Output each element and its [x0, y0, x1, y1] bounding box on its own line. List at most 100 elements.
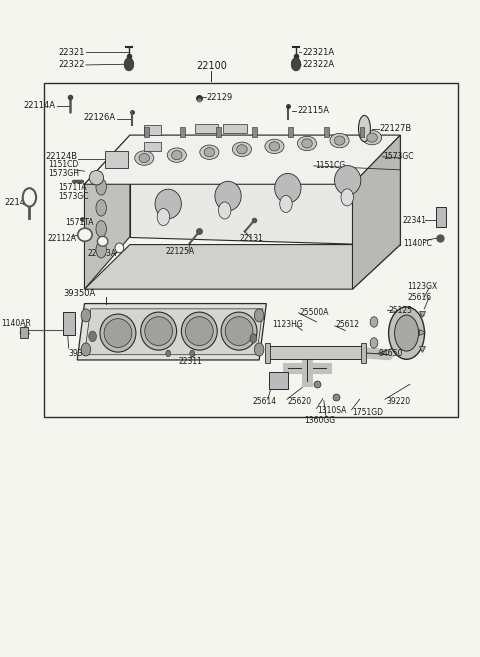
Circle shape: [157, 208, 169, 225]
Text: 1571TA: 1571TA: [58, 183, 86, 192]
Text: 1573GC: 1573GC: [58, 192, 89, 200]
Text: 1310SA: 1310SA: [318, 406, 347, 415]
Text: 25616: 25616: [408, 293, 432, 302]
Bar: [360, 127, 364, 137]
Ellipse shape: [145, 317, 172, 346]
Bar: [20, 327, 28, 338]
Bar: [63, 312, 75, 335]
Text: 22341: 22341: [403, 215, 427, 225]
Text: 22112A: 22112A: [48, 233, 77, 242]
Text: 25614: 25614: [253, 397, 277, 407]
Circle shape: [89, 331, 96, 342]
Polygon shape: [144, 142, 161, 152]
Bar: [216, 127, 221, 137]
Text: 1123HG: 1123HG: [273, 320, 303, 329]
Ellipse shape: [96, 179, 107, 195]
Text: 1571TA: 1571TA: [65, 217, 94, 227]
Polygon shape: [77, 304, 266, 360]
Polygon shape: [105, 152, 128, 168]
Circle shape: [250, 334, 257, 343]
Bar: [288, 127, 293, 137]
Text: 94650: 94650: [379, 349, 403, 358]
Ellipse shape: [200, 145, 219, 160]
Ellipse shape: [97, 237, 108, 246]
Text: 22322A: 22322A: [302, 60, 335, 70]
Polygon shape: [84, 244, 400, 289]
Ellipse shape: [275, 173, 301, 203]
Text: 3935: 3935: [69, 349, 88, 358]
Text: 1151CD: 1151CD: [48, 160, 79, 169]
Ellipse shape: [298, 136, 317, 150]
Bar: [44, 83, 458, 417]
Bar: [361, 343, 366, 363]
Circle shape: [218, 202, 231, 219]
Text: 22321: 22321: [58, 48, 84, 57]
Ellipse shape: [221, 312, 257, 350]
Ellipse shape: [100, 314, 136, 352]
Circle shape: [291, 58, 301, 71]
Text: 22144: 22144: [4, 198, 30, 207]
Ellipse shape: [89, 171, 104, 185]
Ellipse shape: [185, 317, 213, 346]
Text: 1751GD: 1751GD: [352, 408, 384, 417]
Bar: [269, 373, 288, 389]
Ellipse shape: [215, 181, 241, 211]
Circle shape: [81, 309, 91, 322]
Text: 1573GH: 1573GH: [48, 169, 80, 177]
Text: 25620: 25620: [288, 397, 312, 407]
Text: 25125: 25125: [388, 306, 412, 315]
Text: 39220: 39220: [386, 397, 410, 407]
Ellipse shape: [141, 312, 177, 350]
Ellipse shape: [335, 166, 361, 195]
Polygon shape: [194, 124, 218, 133]
Polygon shape: [223, 124, 247, 133]
Ellipse shape: [395, 315, 419, 351]
Text: 22115A: 22115A: [298, 106, 329, 116]
Ellipse shape: [269, 142, 280, 151]
Ellipse shape: [96, 221, 107, 237]
Bar: [180, 127, 185, 137]
Ellipse shape: [135, 151, 154, 166]
Text: 1360GG: 1360GG: [305, 416, 336, 425]
Text: 22114A: 22114A: [24, 101, 56, 110]
Text: 1140FC: 1140FC: [403, 238, 432, 248]
Circle shape: [341, 189, 353, 206]
Ellipse shape: [362, 130, 382, 145]
Ellipse shape: [155, 189, 181, 219]
Circle shape: [254, 343, 264, 356]
Circle shape: [166, 350, 170, 357]
Text: 1140AR: 1140AR: [1, 319, 32, 328]
Ellipse shape: [225, 317, 253, 346]
Ellipse shape: [330, 133, 349, 148]
Ellipse shape: [265, 139, 284, 154]
Ellipse shape: [389, 307, 424, 359]
Circle shape: [190, 350, 194, 357]
Ellipse shape: [167, 148, 186, 162]
Circle shape: [124, 58, 134, 71]
Polygon shape: [130, 135, 400, 244]
Circle shape: [81, 343, 91, 356]
Circle shape: [370, 317, 378, 327]
Polygon shape: [84, 135, 130, 289]
Ellipse shape: [237, 145, 247, 154]
Ellipse shape: [139, 154, 150, 163]
Text: 22322: 22322: [58, 60, 84, 70]
Circle shape: [254, 309, 264, 322]
Circle shape: [370, 338, 378, 348]
Text: 22126A: 22126A: [84, 113, 116, 122]
Ellipse shape: [204, 148, 215, 157]
Polygon shape: [84, 135, 400, 184]
Ellipse shape: [181, 312, 217, 350]
Ellipse shape: [359, 116, 371, 142]
Ellipse shape: [334, 136, 345, 145]
Ellipse shape: [96, 200, 107, 216]
Text: 25612: 25612: [336, 320, 360, 329]
Ellipse shape: [96, 242, 107, 258]
Text: 22127B: 22127B: [380, 124, 412, 133]
Ellipse shape: [171, 150, 182, 160]
Ellipse shape: [367, 133, 377, 142]
Ellipse shape: [104, 319, 132, 348]
Bar: [265, 343, 270, 363]
Text: 22311: 22311: [179, 357, 203, 366]
Text: 22129: 22129: [206, 93, 233, 102]
